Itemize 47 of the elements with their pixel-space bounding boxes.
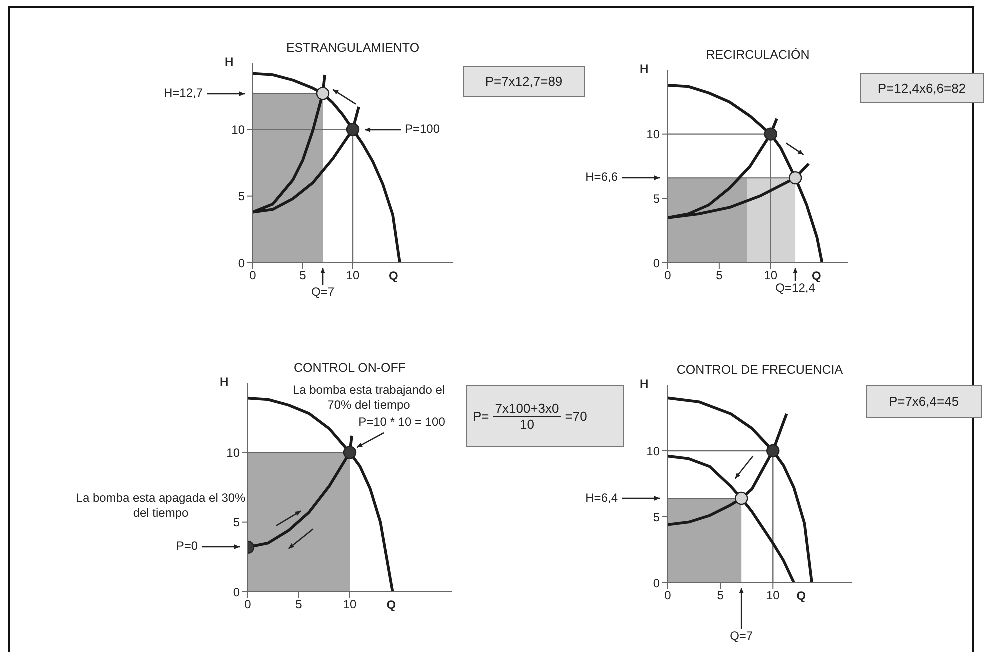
x-axis-title: Q (386, 598, 396, 613)
x-axis-title: Q (812, 269, 822, 284)
y-axis-title: H (220, 375, 229, 390)
annotation: Q=12,4 (774, 281, 816, 296)
y-tick-label: 5 (238, 190, 246, 204)
text: H=6,4 (584, 490, 618, 506)
y-tick-label: 5 (653, 510, 660, 524)
annotation: La bomba esta trabajando el 70% del tiempo (292, 383, 446, 413)
y-tick-label: 0 (653, 256, 660, 270)
y-axis-title: H (225, 55, 234, 70)
y-tick-label: 10 (646, 128, 660, 142)
y-tick-label: 0 (238, 256, 246, 270)
x-tick-label: 5 (717, 588, 724, 603)
text: P=7x6,4=45 (866, 385, 982, 418)
x-axis-title: Q (389, 269, 398, 284)
y-tick-label: 5 (653, 192, 660, 206)
text: Q=7 (729, 629, 754, 644)
x-axis-title: Q (796, 589, 806, 604)
y-tick-label: 5 (233, 516, 240, 530)
chart-title: CONTROL DE FRECUENCIA (676, 363, 844, 378)
text: P=12,4x6,6=82 (860, 73, 984, 103)
x-tick-label: 0 (664, 268, 672, 283)
x-tick-label: 10 (766, 588, 780, 603)
x-tick-label: 10 (764, 268, 778, 283)
x-tick-label: 5 (300, 268, 307, 283)
y-axis-title: H (640, 62, 649, 77)
y-tick-label: 10 (232, 122, 246, 137)
y-tick-label: 10 (226, 446, 240, 460)
chart-title: ESTRANGULAMIENTO (285, 41, 421, 56)
x-tick-label: 5 (716, 268, 724, 283)
y-axis-title: H (640, 377, 649, 392)
x-tick-label: 10 (346, 268, 360, 283)
x-tick-label: 0 (664, 588, 672, 603)
text: H=12,7 (162, 86, 203, 101)
chart-title: CONTROL ON-OFF (292, 361, 408, 376)
x-tick-label: 0 (250, 268, 257, 283)
annotation: Q=7 (310, 285, 336, 300)
y-tick-label: 0 (653, 576, 660, 590)
chart-title: RECIRCULACIÓN (705, 48, 811, 63)
y-tick-label: 10 (646, 444, 660, 458)
x-tick-label: 5 (296, 598, 303, 612)
text: H=6,6 (584, 170, 618, 185)
x-tick-label: 10 (343, 598, 357, 612)
annotation: P=100 (405, 122, 440, 137)
text: P=0 (175, 539, 198, 554)
text: P=7x12,7=89 (463, 66, 585, 97)
annotation: P=10 * 10 = 100 (358, 415, 446, 430)
